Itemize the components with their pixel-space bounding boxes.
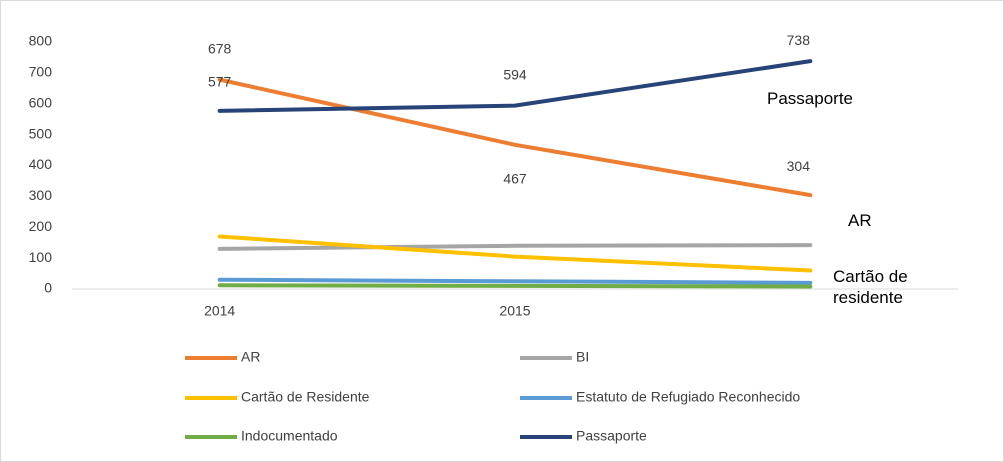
x-tick-label: 2015 — [499, 303, 530, 319]
y-tick-label: 500 — [29, 125, 53, 141]
y-tick-label: 800 — [29, 33, 53, 49]
y-tick-label: 400 — [29, 156, 53, 172]
data-label: 594 — [503, 66, 527, 82]
data-label: 577 — [208, 74, 232, 90]
data-label: 304 — [787, 158, 811, 174]
legend-label: Cartão de Residente — [241, 389, 370, 405]
legend-label: BI — [576, 349, 589, 365]
series-line — [217, 234, 813, 273]
series-line — [217, 283, 813, 289]
series-line — [217, 277, 813, 285]
x-tick-label: 2014 — [204, 303, 235, 319]
series-line — [217, 77, 813, 198]
series-line — [217, 243, 813, 251]
annotation: Passaporte — [767, 89, 853, 108]
legend-label: AR — [241, 349, 260, 365]
annotation: AR — [848, 211, 872, 230]
y-tick-label: 200 — [29, 218, 53, 234]
annotation: Cartão de residente — [833, 267, 908, 307]
y-tick-label: 300 — [29, 187, 53, 203]
legend-label: Indocumentado — [241, 428, 338, 444]
data-label: 738 — [787, 32, 811, 48]
y-tick-label: 700 — [29, 64, 53, 80]
legend-label: Passaporte — [576, 428, 647, 444]
y-tick-label: 0 — [44, 280, 52, 296]
series-line — [217, 59, 813, 113]
y-tick-label: 600 — [29, 94, 53, 110]
legend-label: Estatuto de Refugiado Reconhecido — [576, 389, 800, 405]
y-tick-label: 100 — [29, 249, 53, 265]
data-label: 467 — [503, 171, 527, 187]
data-label: 678 — [208, 40, 232, 56]
